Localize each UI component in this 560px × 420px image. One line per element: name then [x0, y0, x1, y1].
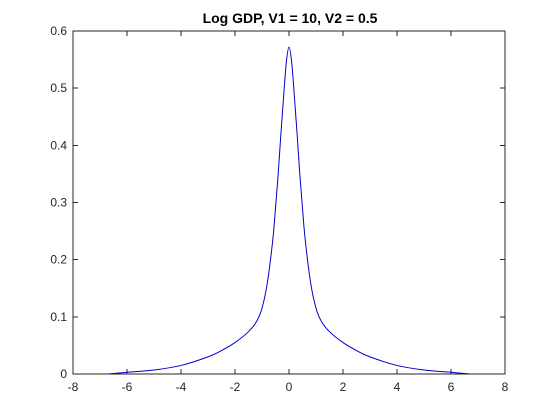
y-tick-label: 0.4	[50, 138, 67, 152]
y-tick-label: 0.6	[50, 24, 67, 38]
x-tick-label: -4	[176, 380, 187, 394]
chart-title: Log GDP, V1 = 10, V2 = 0.5	[203, 10, 378, 26]
y-tick-label: 0.3	[50, 196, 67, 210]
y-tick-label: 0.1	[50, 310, 67, 324]
x-tick-label: -6	[122, 380, 133, 394]
plot-area	[72, 30, 506, 375]
x-tick-label: 6	[448, 380, 455, 394]
x-axis: -8 -6 -4 -2 0 2 4 6 8	[68, 31, 509, 394]
y-axis: 0 0.1 0.2 0.3 0.4 0.5 0.6	[50, 24, 505, 381]
y-tick-label: 0.5	[50, 81, 67, 95]
plot-background	[73, 31, 505, 374]
density-line	[108, 46, 470, 375]
x-tick-label: -8	[68, 380, 79, 394]
x-tick-label: 2	[340, 380, 347, 394]
x-tick-label: 8	[502, 380, 509, 394]
series-layer	[108, 46, 470, 375]
x-tick-label: 0	[286, 380, 293, 394]
y-tick-label: 0.2	[50, 253, 67, 267]
x-tick-label: 4	[394, 380, 401, 394]
y-tick-label: 0	[60, 367, 67, 381]
x-tick-label: -2	[230, 380, 241, 394]
